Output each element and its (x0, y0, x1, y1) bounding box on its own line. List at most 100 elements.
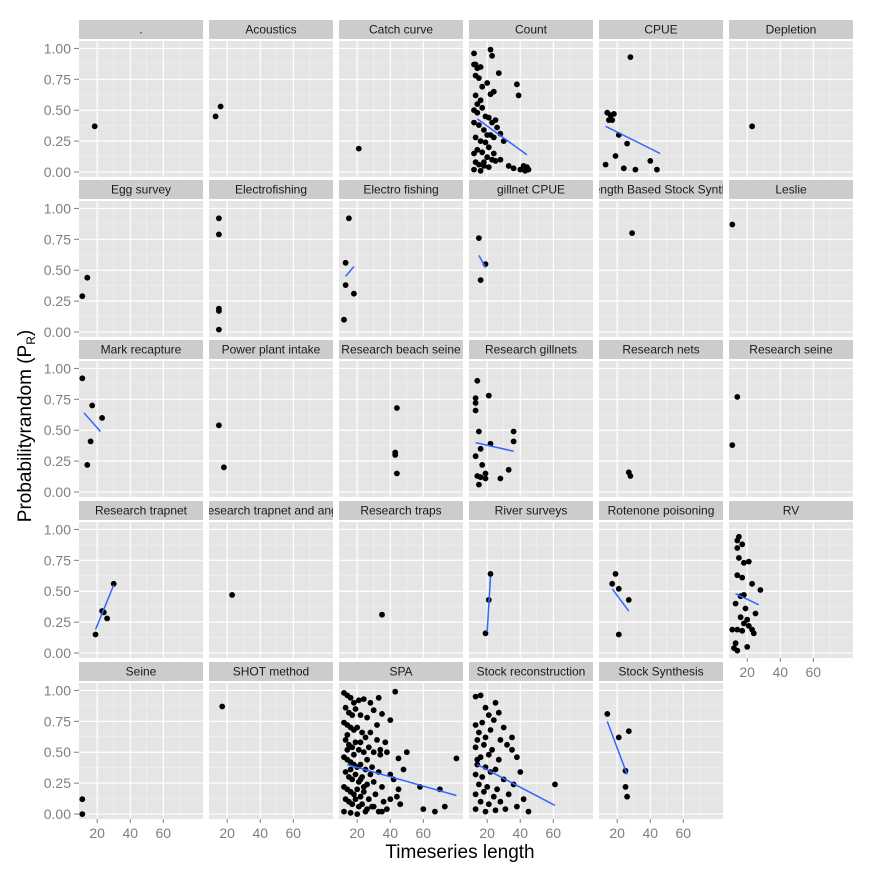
data-point (477, 445, 484, 452)
facet-strip-label: Power plant intake (222, 343, 321, 357)
data-point (341, 316, 347, 323)
data-point (216, 308, 222, 314)
facet-panel-acoustics: Acoustics (209, 20, 333, 177)
y-tick-label: 0.75 (44, 713, 71, 729)
facet-strip-label: Stock reconstruction (477, 665, 586, 679)
data-point (212, 113, 219, 120)
data-point (370, 707, 377, 714)
data-point (379, 611, 385, 618)
data-point (476, 781, 482, 788)
data-point (476, 75, 482, 81)
data-point (217, 103, 224, 110)
data-point (474, 377, 481, 384)
data-point (505, 791, 512, 798)
x-axis-title: Timeseries length (385, 842, 534, 863)
data-point (481, 159, 487, 166)
data-point (360, 749, 367, 756)
data-point (379, 784, 385, 790)
data-point (484, 154, 491, 161)
facet-strip (339, 662, 463, 681)
data-point (374, 722, 380, 728)
y-tick-label: 0.25 (44, 775, 71, 791)
data-point (492, 117, 499, 123)
facet-strip (339, 340, 463, 359)
trend-line (606, 721, 628, 775)
facet-strip-label: Catch curve (369, 23, 433, 37)
y-tick-label: 0.50 (44, 744, 71, 760)
data-point (492, 699, 499, 706)
data-point (384, 749, 390, 756)
data-point (365, 796, 372, 803)
data-point (482, 808, 489, 815)
data-point (485, 751, 492, 758)
data-point (471, 150, 477, 157)
data-point (497, 475, 504, 482)
data-point (625, 728, 632, 735)
data-point (612, 571, 619, 577)
facet-panel-electrofishing: Electrofishing (209, 180, 333, 337)
facet-panel-depletion: Depletion (729, 20, 853, 177)
facet-panel-electro-fishing: Electro fishing (339, 180, 463, 337)
data-point (375, 694, 382, 701)
data-point (482, 139, 489, 146)
data-point (482, 475, 489, 482)
data-point (351, 290, 357, 297)
data-point (352, 771, 359, 778)
data-point (382, 739, 389, 746)
data-point (477, 277, 484, 283)
facet-strip (599, 501, 723, 520)
facet-strip-label: River surveys (495, 504, 568, 518)
data-point (79, 796, 86, 803)
data-point (734, 394, 741, 400)
facet-strip (339, 501, 463, 520)
data-point (487, 46, 494, 53)
y-tick-label: 1.00 (44, 682, 71, 698)
data-point (472, 771, 479, 778)
data-point (351, 791, 357, 798)
data-point (354, 811, 361, 817)
data-point (495, 70, 502, 76)
data-point (474, 101, 481, 107)
facet-strip (469, 501, 593, 520)
data-point (347, 694, 354, 701)
data-point (387, 796, 394, 803)
data-point (472, 400, 479, 406)
facet-strip (599, 662, 723, 681)
facet-strip-label: SHOT method (233, 665, 309, 679)
data-point (472, 791, 479, 798)
data-point (627, 473, 634, 479)
y-axis-title-subscript: R (24, 336, 38, 345)
facet-strip (79, 180, 203, 199)
trend-line (478, 255, 487, 269)
facet-strip (209, 340, 333, 359)
data-point (349, 712, 356, 718)
data-point (734, 647, 741, 654)
facet-panel-research-nets: Research nets (599, 340, 723, 497)
data-point (472, 453, 479, 460)
data-point (397, 801, 404, 808)
data-point (552, 781, 558, 788)
data-point (342, 259, 349, 266)
facet-strip (469, 20, 593, 39)
data-point (395, 755, 402, 762)
data-point (362, 734, 369, 741)
data-point (365, 744, 372, 751)
facet-panel-catch-curve: Catch curve (339, 20, 463, 177)
data-point (602, 161, 609, 168)
facet-strip (599, 340, 723, 359)
data-point (494, 786, 500, 793)
facet-strip (79, 501, 203, 520)
data-point (514, 754, 520, 761)
data-point (380, 798, 387, 805)
data-point (359, 729, 365, 736)
data-point (342, 769, 349, 775)
data-point (472, 134, 479, 141)
facet-strip-label: Acoustics (245, 23, 296, 37)
facet-strip-label: Rotenone poisoning (608, 504, 715, 518)
data-point (360, 784, 367, 790)
data-point (472, 744, 479, 751)
data-point (504, 741, 510, 748)
data-point (441, 803, 448, 810)
data-point (476, 122, 482, 128)
data-point (737, 614, 744, 621)
